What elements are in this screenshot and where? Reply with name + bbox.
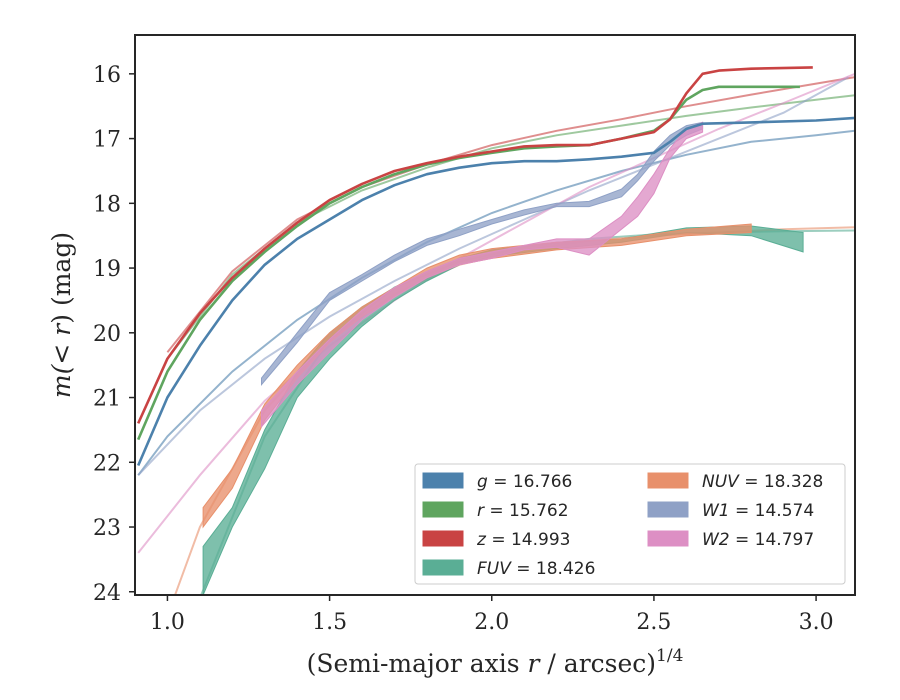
fit-line-w2 — [137, 72, 855, 554]
legend-label-r: r = 15.762 — [477, 501, 569, 521]
legend-label-g: g = 16.766 — [477, 472, 572, 492]
y-tick-label: 21 — [93, 387, 121, 412]
plot-frame — [134, 34, 856, 596]
fit-line-w1 — [137, 76, 849, 476]
y-tick-label: 19 — [93, 257, 121, 282]
legend-swatch-g — [422, 472, 464, 489]
x-tick-label: 2.5 — [636, 610, 671, 635]
legend-label-w1: W1 = 14.574 — [702, 501, 814, 521]
y-tick-label: 23 — [93, 516, 121, 541]
legend-label-w2: W2 = 14.797 — [702, 530, 814, 550]
y-tick-label: 18 — [93, 192, 121, 217]
y-tick-label: 17 — [93, 128, 121, 153]
y-tick-label: 20 — [93, 322, 121, 347]
legend-swatch-nuv — [647, 472, 689, 489]
x-tick-label: 3.0 — [799, 610, 834, 635]
legend-swatch-r — [422, 501, 464, 518]
legend: g = 16.766 r = 15.762 z = 14.993 FUV = 18.4… — [414, 463, 846, 585]
y-axis-label: m(< r) (mag) — [47, 232, 76, 398]
x-tick-label: 2.0 — [474, 610, 509, 635]
legend-frame — [414, 463, 846, 585]
y-tick-label: 22 — [93, 451, 121, 476]
legend-label-nuv: NUV = 18.328 — [702, 472, 823, 492]
x-tick-label: 1.5 — [312, 610, 347, 635]
band-w2 — [261, 121, 704, 429]
y-tick-label: 24 — [93, 581, 121, 606]
y-tick-label: 16 — [93, 63, 121, 88]
legend-swatch-z — [422, 530, 464, 547]
legend-label-z: z = 14.993 — [476, 530, 570, 550]
legend-swatch-w2 — [647, 530, 689, 547]
legend-swatch-fuv — [422, 559, 464, 576]
legend-label-fuv: FUV = 18.426 — [477, 559, 595, 579]
x-tick-label: 1.0 — [150, 610, 185, 635]
fit-line-g — [137, 129, 855, 476]
fit-line-z — [166, 76, 855, 353]
x-axis-label: (Semi-major axis r / arcsec)1/4 — [307, 646, 684, 678]
legend-swatch-w1 — [647, 501, 689, 518]
series-line-g — [137, 116, 855, 467]
series-line-z — [137, 66, 813, 424]
